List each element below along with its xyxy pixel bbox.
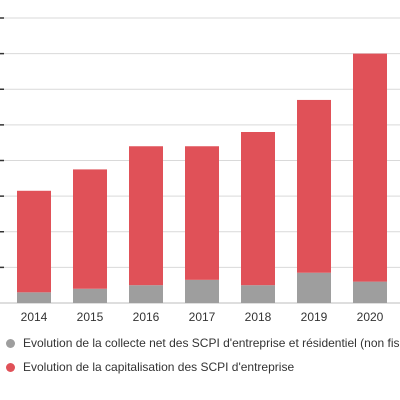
legend-item-capitalisation: Evolution de la capitalisation des SCPI …: [6, 356, 400, 378]
bar-segment-collecte: [185, 279, 219, 303]
x-tick-label: 2018: [245, 310, 272, 324]
bar-segment-capitalisation: [185, 146, 219, 280]
legend-marker-capitalisation: [6, 362, 15, 372]
legend-marker-collecte: [6, 338, 15, 348]
x-tick-labels: 2014 2015 2016 2017 2018 2019 2020: [21, 310, 384, 324]
bar-segment-collecte: [241, 285, 275, 303]
x-tick-label: 2019: [301, 310, 328, 324]
legend-label-collecte: Evolution de la collecte net des SCPI d'…: [23, 336, 400, 350]
legend-label-capitalisation: Evolution de la capitalisation des SCPI …: [23, 360, 295, 374]
x-tick-label: 2015: [77, 310, 104, 324]
bar-segment-capitalisation: [297, 99, 331, 273]
bar-segment-capitalisation: [17, 190, 51, 293]
bar-segment-capitalisation: [241, 132, 275, 286]
bar-segment-capitalisation: [129, 146, 163, 286]
bar-segment-collecte: [17, 292, 51, 303]
bar-segment-capitalisation: [73, 169, 107, 289]
stacked-bar-chart: 2014 2015 2016 2017 2018 2019 2020: [0, 17, 400, 324]
x-tick-label: 2014: [21, 310, 48, 324]
legend-item-collecte: Evolution de la collecte net des SCPI d'…: [6, 332, 400, 354]
bar-segment-collecte: [73, 288, 107, 303]
bar-segment-capitalisation: [353, 53, 387, 282]
x-tick-label: 2020: [357, 310, 384, 324]
bar-segment-collecte: [353, 281, 387, 303]
x-tick-label: 2017: [189, 310, 216, 324]
bar-segment-collecte: [297, 272, 331, 303]
bar-segment-collecte: [129, 285, 163, 303]
x-tick-label: 2016: [133, 310, 160, 324]
legend: Evolution de la collecte net des SCPI d'…: [6, 332, 400, 378]
bars: [17, 53, 387, 303]
